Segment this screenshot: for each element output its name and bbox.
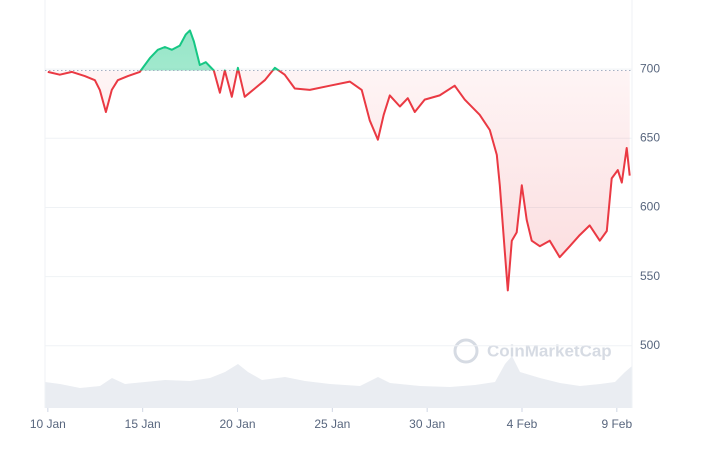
area-down: [47, 70, 630, 291]
y-tick-label: 550: [640, 269, 660, 283]
x-tick-label: 20 Jan: [219, 417, 255, 431]
watermark-logo: [453, 338, 479, 364]
y-tick-label: 650: [640, 130, 660, 144]
x-tick-label: 4 Feb: [507, 417, 538, 431]
watermark: CoinMarketCap: [453, 338, 612, 364]
watermark-text: CoinMarketCap: [487, 341, 612, 360]
x-tick-label: 10 Jan: [30, 417, 66, 431]
price-line: [47, 29, 631, 292]
volume-area: [45, 356, 632, 408]
area-up: [140, 30, 279, 71]
x-tick-label: 25 Jan: [314, 417, 350, 431]
y-tick-label: 500: [640, 338, 660, 352]
y-tick-label: 600: [640, 200, 660, 214]
x-tick-label: 9 Feb: [601, 417, 632, 431]
x-tick-label: 30 Jan: [409, 417, 445, 431]
x-tick-label: 15 Jan: [125, 417, 161, 431]
y-tick-label: 700: [640, 61, 660, 75]
